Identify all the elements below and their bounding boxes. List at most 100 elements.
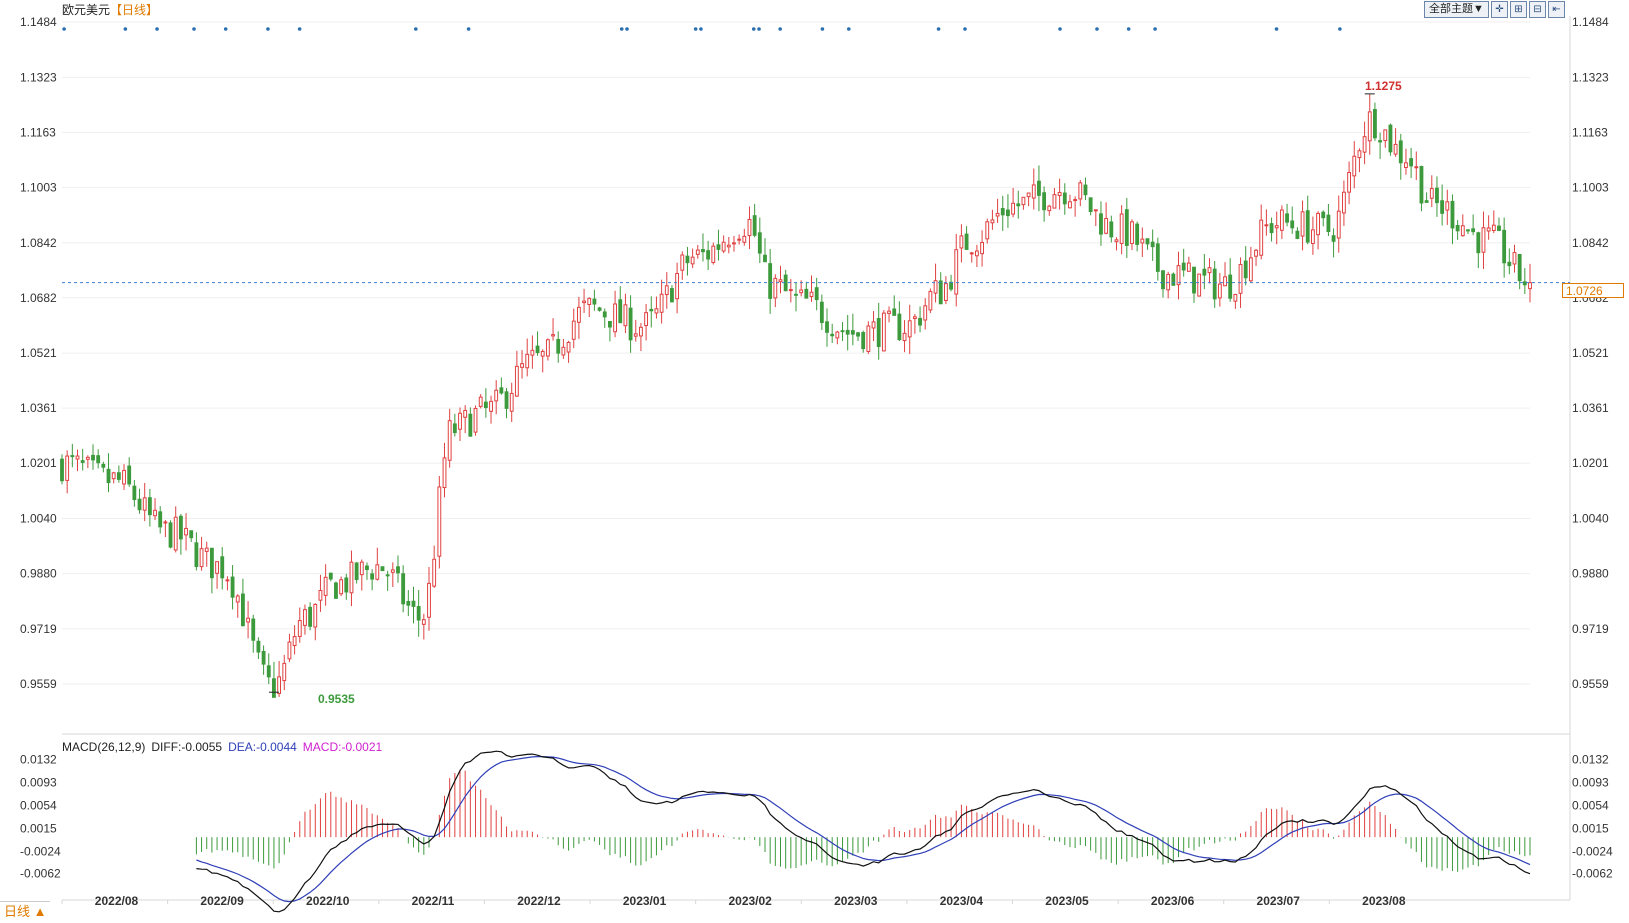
candle-body xyxy=(111,472,116,480)
candle-body xyxy=(168,522,173,548)
candle-body xyxy=(923,305,928,321)
candle-body xyxy=(721,241,726,252)
candle-body xyxy=(773,277,778,299)
candle-body xyxy=(1481,227,1486,253)
last-price-tag: 1.0726 xyxy=(1562,283,1624,298)
candle-body xyxy=(685,255,690,264)
candle-body xyxy=(127,465,132,485)
candle-body xyxy=(1088,197,1093,213)
candle-body xyxy=(1223,276,1227,287)
signal-marker xyxy=(751,27,756,31)
month-label: 2023/07 xyxy=(1257,894,1301,908)
candle-body xyxy=(277,676,282,694)
candle-body xyxy=(256,640,261,653)
candle-body xyxy=(437,486,442,557)
candle-body xyxy=(1409,158,1414,167)
candle-body xyxy=(447,420,452,461)
signal-markers xyxy=(62,27,1342,31)
macd-axis-ticks: 0.0132 0.0132 0.0093 0.0093 0.0054 0.0054 0.00… xyxy=(20,753,1613,881)
candle-body xyxy=(132,485,137,501)
candle-body xyxy=(96,455,101,464)
signal-marker xyxy=(625,27,629,31)
candle-body xyxy=(1321,211,1326,219)
signal-marker xyxy=(1274,27,1279,31)
candle-body xyxy=(737,238,742,241)
month-label: 2023/04 xyxy=(940,894,984,908)
macd-name: MACD(26,12,9) xyxy=(62,740,146,754)
candle-body xyxy=(1243,260,1248,279)
candle-body xyxy=(303,609,307,626)
macd-tick-left: 0.0093 xyxy=(20,776,57,790)
signal-marker xyxy=(466,27,471,31)
candle-body xyxy=(184,527,188,536)
candle-body xyxy=(240,593,245,627)
price-tick-right: 1.1003 xyxy=(1572,180,1609,194)
candle-body xyxy=(757,232,762,254)
candle-body xyxy=(892,308,897,316)
candlestick-series xyxy=(60,93,1570,698)
zoom-in-icon[interactable]: ⊞ xyxy=(1509,1,1527,18)
candle-body xyxy=(850,330,855,335)
candle-body xyxy=(618,299,623,324)
candle-body xyxy=(1006,209,1010,217)
candle-body xyxy=(452,423,457,434)
candle-body xyxy=(370,573,375,580)
macd-tick-right: 0.0054 xyxy=(1572,798,1609,812)
candle-body xyxy=(85,456,90,460)
step-back-icon[interactable]: ⇤ xyxy=(1547,1,1565,18)
candle-body xyxy=(1000,208,1005,216)
candle-body xyxy=(344,577,349,593)
candle-body xyxy=(158,511,163,528)
low-price-label: 0.9535 xyxy=(318,692,355,706)
candle-body xyxy=(876,318,881,347)
signal-marker xyxy=(963,27,967,31)
candle-body xyxy=(215,561,219,574)
candle-body xyxy=(1062,192,1067,205)
candle-body xyxy=(1161,270,1165,290)
macd-tick-left: 0.0054 xyxy=(20,798,57,812)
candle-body xyxy=(607,321,612,328)
month-label: 2023/08 xyxy=(1362,894,1406,908)
candle-body xyxy=(535,345,540,354)
candle-body xyxy=(147,497,152,516)
price-axis-ticks: 1.1484 1.1484 1.1323 1.1323 1.1163 1.1163 1.10… xyxy=(20,15,1609,691)
price-tick-left: 1.1323 xyxy=(20,70,57,84)
zoom-out-icon[interactable]: ⊟ xyxy=(1528,1,1546,18)
candle-body xyxy=(845,329,850,335)
candle-body xyxy=(230,576,235,598)
candle-body xyxy=(1068,201,1072,209)
candle-body xyxy=(1285,213,1289,223)
macd-tick-left: 0.0132 xyxy=(20,753,57,767)
candle-body xyxy=(1424,200,1429,203)
candle-body xyxy=(1316,212,1320,236)
candle-body xyxy=(499,387,504,394)
candle-body xyxy=(556,338,561,354)
theme-menu-button[interactable]: 全部主题▼ xyxy=(1424,1,1489,18)
candle-body xyxy=(1140,238,1145,244)
crosshair-icon[interactable]: ✛ xyxy=(1490,1,1508,18)
candle-body xyxy=(416,606,421,621)
candle-body xyxy=(1393,143,1398,155)
candle-body xyxy=(220,556,225,579)
candle-body xyxy=(1460,225,1465,237)
price-tick-right: 1.0842 xyxy=(1572,236,1609,250)
candle-body xyxy=(1367,111,1372,142)
candle-body xyxy=(897,313,902,341)
candle-body xyxy=(726,244,731,248)
candle-body xyxy=(995,212,1000,217)
month-label: 2023/01 xyxy=(623,894,667,908)
candle-body xyxy=(654,308,659,314)
signal-marker xyxy=(757,27,761,31)
candle-body xyxy=(1052,194,1057,209)
candle-body xyxy=(778,279,783,283)
candle-body xyxy=(819,301,824,324)
period-tab[interactable]: 日线 ▲ xyxy=(0,901,51,922)
candle-body xyxy=(323,576,328,596)
candle-body xyxy=(1228,274,1233,299)
candle-body xyxy=(809,291,814,298)
candle-body xyxy=(1357,150,1362,159)
candle-body xyxy=(1166,273,1171,291)
candle-body xyxy=(525,353,530,369)
signal-marker xyxy=(1338,27,1342,31)
